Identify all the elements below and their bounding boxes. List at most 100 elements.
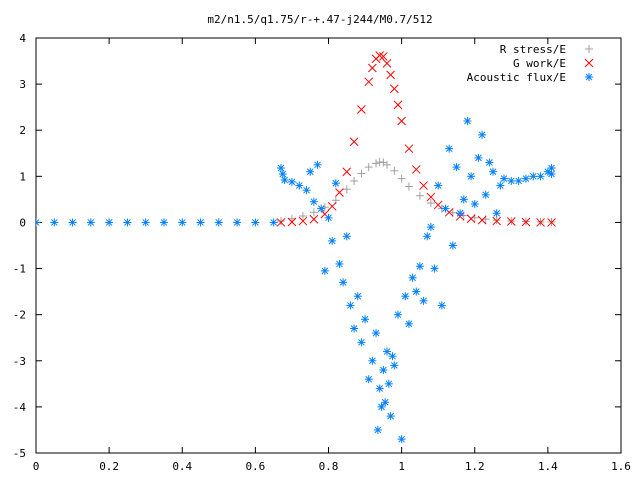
data-point	[383, 160, 391, 169]
data-point	[412, 287, 421, 296]
x-tick-label: 1.6	[611, 460, 631, 473]
data-point	[214, 218, 223, 227]
data-point	[536, 172, 545, 181]
x-tick-label: 0.6	[245, 460, 265, 473]
data-point	[379, 366, 388, 374]
legend-label: R stress/E	[500, 43, 566, 56]
y-tick-label: 1	[19, 170, 26, 183]
data-point	[302, 186, 311, 195]
data-point	[507, 176, 516, 185]
data-point	[327, 201, 337, 211]
data-point	[378, 52, 388, 61]
data-point	[489, 167, 498, 176]
data-point	[384, 379, 393, 388]
data-point	[233, 218, 242, 227]
data-point	[377, 402, 386, 411]
data-point	[470, 200, 479, 208]
data-point	[481, 190, 490, 199]
data-point	[445, 144, 454, 153]
data-point	[342, 185, 351, 194]
data-point	[500, 174, 508, 183]
data-point	[478, 130, 487, 139]
data-point	[390, 166, 399, 175]
data-point	[386, 70, 396, 80]
data-point	[317, 204, 326, 213]
data-point	[372, 329, 381, 338]
legend-label: G work/E	[513, 57, 566, 70]
data-point	[196, 218, 205, 227]
data-point	[547, 218, 556, 227]
data-point	[306, 167, 315, 176]
data-point	[452, 163, 461, 172]
data-point	[426, 199, 435, 208]
axis-ticks	[35, 37, 622, 454]
data-point	[477, 215, 487, 225]
data-point	[492, 216, 501, 225]
data-point	[361, 315, 370, 324]
data-point	[276, 217, 285, 226]
data-point	[433, 200, 443, 210]
data-point	[386, 412, 395, 421]
data-point	[350, 176, 359, 185]
data-point	[393, 100, 403, 110]
data-point	[448, 241, 457, 250]
data-point	[430, 264, 439, 273]
series-3	[36, 117, 556, 444]
legend-marker	[584, 58, 594, 68]
data-point	[364, 375, 373, 384]
data-point	[123, 218, 132, 227]
data-point	[298, 211, 307, 220]
data-point	[364, 163, 373, 172]
data-point	[404, 319, 413, 328]
data-point	[295, 181, 304, 190]
data-point	[382, 59, 392, 68]
data-point	[459, 195, 468, 204]
y-axis-tick-labels: -5 -4 -3 -2 -1 0 1 2 3 4	[13, 32, 27, 460]
data-point	[547, 164, 556, 173]
y-tick-label: -2	[13, 309, 26, 322]
data-point	[397, 174, 406, 183]
data-point	[368, 63, 377, 73]
data-point	[397, 435, 406, 444]
data-point	[393, 310, 402, 319]
data-point	[159, 218, 168, 227]
plot-frame	[35, 37, 622, 454]
data-point	[357, 105, 366, 114]
data-point	[309, 214, 319, 224]
data-point	[309, 197, 318, 206]
data-point	[388, 352, 397, 361]
data-point	[466, 214, 476, 224]
data-point	[456, 209, 465, 218]
data-point	[492, 216, 502, 226]
data-point	[372, 159, 381, 168]
data-point	[357, 169, 366, 178]
data-point	[178, 218, 187, 227]
data-point	[536, 218, 545, 227]
data-point	[383, 347, 391, 356]
x-tick-label: 0.2	[99, 460, 119, 473]
series-1	[276, 158, 556, 226]
data-point	[335, 259, 344, 268]
x-tick-label: 0.4	[172, 460, 192, 473]
data-point	[324, 213, 333, 222]
data-point	[375, 384, 384, 393]
data-point	[313, 160, 322, 169]
data-point	[328, 236, 337, 245]
data-point	[401, 292, 410, 301]
data-point	[36, 218, 40, 227]
x-tick-label: 0.8	[319, 460, 339, 473]
data-point	[496, 181, 505, 190]
data-point	[506, 217, 516, 226]
data-point	[86, 218, 95, 227]
data-point	[353, 292, 362, 301]
data-point	[276, 164, 285, 173]
y-tick-label: 0	[19, 216, 26, 229]
data-point	[251, 218, 260, 227]
legend-label: Acoustic flux/E	[467, 71, 566, 84]
data-point	[426, 223, 435, 232]
data-point	[381, 398, 390, 407]
data-point	[419, 181, 428, 190]
data-point	[298, 216, 308, 226]
data-point	[335, 188, 344, 197]
